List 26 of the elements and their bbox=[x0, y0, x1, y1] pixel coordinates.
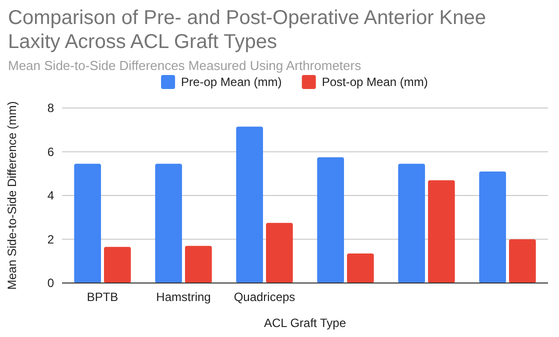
bar bbox=[266, 222, 293, 283]
chart-title: Comparison of Pre- and Post-Operative Anterior Knee Laxity Across ACL Graft Types bbox=[8, 7, 486, 53]
bar bbox=[347, 253, 374, 283]
bar bbox=[509, 239, 536, 283]
bar bbox=[155, 164, 182, 283]
bar bbox=[428, 180, 455, 283]
bar bbox=[104, 246, 131, 283]
bar bbox=[479, 171, 506, 283]
y-tick-label: 4 bbox=[47, 188, 54, 202]
bar bbox=[185, 246, 212, 283]
bar bbox=[74, 164, 101, 283]
legend-label: Pre-op Mean (mm) bbox=[181, 75, 282, 89]
y-tick-label: 2 bbox=[47, 232, 54, 246]
x-tick-label: Quadriceps bbox=[234, 290, 296, 304]
y-tick-label: 0 bbox=[47, 276, 54, 290]
bar bbox=[236, 126, 263, 283]
x-tick-label: Hamstring bbox=[156, 290, 211, 304]
chart-subtitle: Mean Side-to-Side Differences Measured Using Arthrometers bbox=[8, 58, 362, 73]
x-tick-label: BPTB bbox=[86, 290, 118, 304]
y-tick-label: 6 bbox=[47, 144, 54, 159]
bar bbox=[317, 157, 344, 283]
y-tick-label: 8 bbox=[47, 101, 54, 115]
y-axis-title: Mean Side-to-Side Difference (mm) bbox=[5, 101, 19, 290]
bar bbox=[398, 164, 425, 283]
x-axis-title: ACL Graft Type bbox=[264, 316, 346, 330]
legend-label: Post-op Mean (mm) bbox=[322, 75, 428, 89]
